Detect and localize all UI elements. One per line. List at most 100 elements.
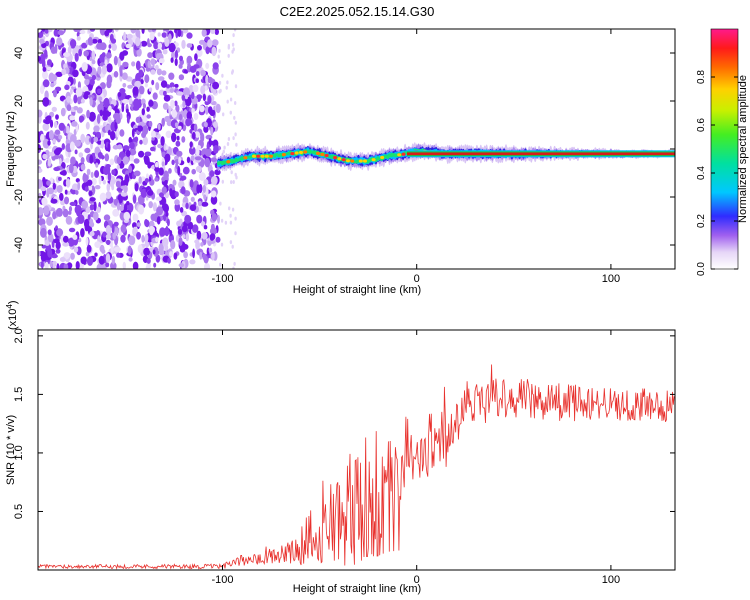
spectrogram-noise-cell bbox=[52, 264, 56, 269]
spectrogram-noise-cell bbox=[89, 218, 94, 225]
spectrogram-noise-cell bbox=[125, 149, 131, 157]
spectrogram-noise-cell bbox=[119, 205, 124, 212]
spectrogram-noise-cell bbox=[191, 108, 195, 113]
spectrogram-peak-cell bbox=[264, 154, 269, 158]
spectrogram-noise-cell bbox=[110, 133, 117, 139]
spectrogram-noise-cell bbox=[86, 256, 94, 266]
spectrogram-noise-cell bbox=[70, 252, 75, 260]
spectrogram-noise-cell bbox=[176, 150, 183, 157]
spectrogram-noise-cell bbox=[161, 32, 167, 38]
spectrogram-noise-cell bbox=[199, 105, 205, 113]
spectrogram-noise-cell bbox=[135, 60, 141, 71]
spectrogram-noise-cell bbox=[183, 69, 189, 74]
spectrogram-noise-cell bbox=[160, 136, 165, 146]
spectrogram-noise-cell bbox=[71, 183, 79, 192]
spectrogram-noise-cell bbox=[111, 43, 117, 51]
spectrogram-peak-cell bbox=[299, 150, 303, 155]
spectrogram-noise-cell bbox=[97, 140, 102, 145]
spectrogram-noise-cell bbox=[187, 221, 194, 230]
spectrogram-noise-cell bbox=[40, 186, 47, 192]
spectrogram-noise-cell bbox=[84, 78, 90, 86]
spectrogram-noise-cell bbox=[110, 245, 114, 254]
spectrogram-noise-cell bbox=[55, 207, 64, 217]
spectrogram-noise-cell bbox=[105, 262, 110, 268]
spectrogram-noise-cell bbox=[57, 30, 65, 36]
spectrogram-noise-cell bbox=[105, 253, 111, 263]
spectrogram-noise-cell bbox=[157, 76, 165, 81]
spectrogram-noise-cell bbox=[74, 149, 78, 155]
spectrogram-peak-cell bbox=[256, 154, 261, 158]
spectrogram-noise-cell bbox=[223, 145, 226, 150]
spectrogram-noise-cell bbox=[38, 159, 43, 165]
spectrogram-noise-cell bbox=[127, 84, 133, 89]
spectrogram-noise-cell bbox=[222, 149, 225, 154]
spectrogram-noise-cell bbox=[232, 136, 235, 141]
spectrogram-noise-cell bbox=[207, 95, 212, 105]
spectrogram-noise-cell bbox=[41, 58, 46, 69]
spectrogram-noise-cell bbox=[89, 197, 96, 202]
spectrogram-noise-cell bbox=[53, 89, 57, 98]
spectrogram-noise-cell bbox=[94, 146, 101, 155]
spectrogram-noise-cell bbox=[123, 31, 127, 42]
snr-ticks: -100 0 100 0.5 1.0 1.5 2.0 bbox=[13, 328, 675, 586]
spectrogram-ytick-label: -40 bbox=[13, 237, 25, 253]
spectrogram-noise-cell bbox=[202, 93, 206, 102]
spectrogram-noise-cell bbox=[38, 218, 46, 227]
spectrogram-noise-cell bbox=[77, 181, 81, 191]
spectrogram-peak-cell bbox=[269, 154, 273, 158]
spectrogram-noise-cell bbox=[128, 136, 133, 144]
spectrogram-noise-cell bbox=[201, 29, 207, 37]
spectrogram-noise-cell bbox=[158, 249, 165, 256]
spectrogram-noise-cell bbox=[44, 29, 49, 34]
spectrogram-noise-cell bbox=[168, 168, 172, 174]
spectrogram-noise-cell bbox=[212, 62, 219, 70]
spectrogram-noise-cell bbox=[122, 156, 129, 165]
spectrogram-noise-cell bbox=[185, 202, 189, 210]
spectrogram-noise-cell bbox=[182, 166, 190, 175]
spectrogram-peak-cell bbox=[363, 159, 367, 163]
spectrogram-noise-cell bbox=[212, 121, 218, 128]
spectrogram-noise-cell bbox=[207, 76, 213, 83]
spectrogram-noise-cell bbox=[88, 36, 93, 46]
spectrogram-noise-cell bbox=[96, 114, 101, 124]
spectrogram-noise-cell bbox=[41, 42, 47, 49]
spectrogram-noise-cell bbox=[78, 115, 84, 123]
spectrogram-noise-cell bbox=[207, 39, 213, 48]
spectrogram-line-core bbox=[406, 152, 675, 156]
spectrogram-noise-cell bbox=[107, 129, 111, 136]
spectrogram-noise-cell bbox=[119, 129, 125, 137]
spectrogram-noise-cell bbox=[63, 52, 70, 58]
spectrogram-noise-cell bbox=[225, 85, 228, 90]
spectrogram-noise-cell bbox=[139, 139, 143, 145]
spectrogram-noise-cell bbox=[203, 179, 209, 186]
spectrogram-noise-cell bbox=[198, 172, 206, 181]
spectrogram-noise-cell bbox=[80, 157, 85, 164]
spectrogram-noise-cell bbox=[82, 174, 89, 183]
spectrogram-noise-cell bbox=[84, 91, 91, 96]
spectrogram-xtick-label: 100 bbox=[602, 273, 620, 285]
spectrogram-noise-cell bbox=[181, 136, 186, 143]
spectrogram-noise-cell bbox=[40, 227, 47, 238]
spectrogram-peak-cell bbox=[350, 159, 355, 163]
snr-ylabel: SNR (10 * v/v) bbox=[5, 415, 17, 485]
spectrogram-noise-cell bbox=[105, 191, 112, 200]
spectrogram-noise-cell bbox=[106, 63, 113, 73]
spectrogram-noise-cell bbox=[176, 91, 184, 96]
spectrogram-noise-cell bbox=[93, 201, 97, 212]
spectrogram-noise-cell bbox=[178, 156, 182, 164]
spectrogram-noise-cell bbox=[194, 156, 202, 161]
spectrogram-noise-cell bbox=[84, 221, 89, 232]
spectrogram-noise-cell bbox=[88, 111, 96, 122]
spectrogram-noise-cell bbox=[177, 125, 182, 130]
spectrogram-noise-cell bbox=[229, 110, 232, 115]
spectrogram-noise-cell bbox=[62, 242, 70, 247]
spectrogram-noise-cell bbox=[218, 80, 222, 85]
spectrogram-noise-cell bbox=[168, 42, 176, 53]
spectrogram-noise-cell bbox=[81, 62, 88, 72]
spectrogram-noise-cell bbox=[226, 142, 230, 146]
spectrogram-noise-cell bbox=[54, 129, 61, 135]
spectrogram-noise-cell bbox=[160, 196, 167, 206]
spectrogram-noise-cell bbox=[162, 102, 169, 110]
spectrogram-noise-cell bbox=[39, 38, 45, 44]
spectrogram-noise-cell bbox=[83, 74, 89, 80]
